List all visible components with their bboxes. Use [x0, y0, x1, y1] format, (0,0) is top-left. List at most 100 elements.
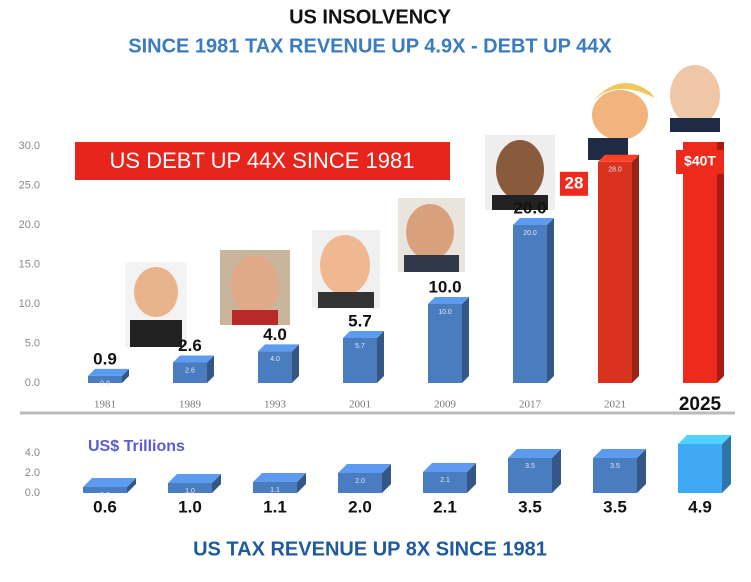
y-tick-label: 4.0 [25, 447, 40, 459]
y-tick-label: 10.0 [19, 298, 40, 310]
y-tick-label: 0.0 [25, 377, 40, 389]
bar-inner-label: 2.0 [355, 478, 365, 485]
annotation: US DEBT UP 44X SINCE 1981 [110, 148, 415, 173]
bar [343, 337, 377, 383]
bar [593, 458, 637, 493]
value-label: 2.0 [348, 497, 372, 516]
bar-side [122, 368, 129, 383]
bar-inner-label: 10.0 [438, 309, 452, 316]
chart-title: US INSOLVENCY [289, 6, 452, 28]
face [231, 255, 279, 315]
value-label: 2.6 [178, 336, 202, 355]
x-tick-label: 2021 [604, 399, 626, 411]
bar [83, 487, 127, 493]
bar [513, 225, 547, 383]
bar-inner-label: 3.5 [610, 463, 620, 470]
hair [592, 83, 655, 102]
bar-top [423, 463, 476, 472]
value-label: 0.9 [93, 349, 117, 368]
value-label-box [560, 171, 588, 196]
bar [678, 444, 722, 493]
bar [258, 351, 292, 383]
bar-inner-label: 5.7 [355, 343, 365, 350]
face [592, 90, 648, 140]
y-tick-label: 5.0 [25, 337, 40, 349]
bar-top [593, 449, 646, 458]
debt-plot [88, 142, 724, 383]
x-tick-label: 2009 [434, 399, 457, 411]
bar-side [632, 154, 639, 383]
chart-title: US TAX REVENUE UP 8X SINCE 1981 [193, 538, 547, 560]
value-label: 5.7 [348, 311, 372, 330]
value-label: 0.6 [93, 497, 117, 516]
bar [88, 375, 122, 383]
bar-inner-label: 1.0 [185, 488, 195, 495]
value-label: 20.0 [513, 198, 546, 217]
bar-side [382, 464, 391, 493]
value-label: $40T [684, 153, 716, 169]
y-tick-label: 25.0 [19, 179, 40, 191]
bar-top [168, 474, 221, 483]
y-tick-label: 15.0 [19, 258, 40, 270]
bar-inner-label: 0.9 [100, 381, 110, 388]
bar-side [292, 344, 299, 383]
bar-side [462, 297, 469, 383]
value-label: 28 [565, 173, 584, 192]
bar-side [552, 449, 561, 493]
bar-top [173, 355, 214, 363]
bar [598, 161, 632, 383]
bar [428, 304, 462, 383]
y-tick-label: 2.0 [25, 467, 40, 479]
bar [508, 458, 552, 493]
bar-side [297, 473, 306, 493]
suit [318, 292, 374, 308]
x-tick-label: 2001 [349, 399, 371, 411]
bar-top [88, 368, 129, 376]
bar-top [598, 154, 639, 162]
face [670, 65, 720, 125]
x-tick-label: 1993 [264, 399, 287, 411]
bar [168, 483, 212, 493]
bar [173, 362, 207, 383]
bar-inner-label: 2.1 [440, 477, 450, 484]
value-label: 1.1 [263, 497, 287, 516]
bar-side [637, 449, 646, 493]
annotation-box [75, 142, 450, 180]
bar-side [547, 218, 554, 383]
bar-side [127, 478, 136, 493]
bar [253, 482, 297, 493]
bar-side [467, 463, 476, 493]
bar-side [212, 474, 221, 493]
bar-inner-label: 4.0 [270, 356, 280, 363]
bar-inner-label: 0.6 [100, 492, 110, 499]
face [496, 140, 544, 200]
suit [492, 195, 548, 210]
bar-inner-label: 28.0 [608, 167, 622, 174]
bar-top [428, 297, 469, 304]
bar-top [253, 473, 306, 482]
bar-top [83, 478, 136, 487]
bar-top [258, 344, 299, 352]
bar-top [678, 435, 731, 444]
bar-top [513, 218, 554, 225]
face [406, 204, 454, 260]
value-label: 2.1 [433, 497, 457, 516]
chart-subtitle: US$ Trillions [88, 438, 185, 455]
face [134, 267, 178, 317]
bar [683, 142, 717, 383]
value-label: 4.9 [688, 497, 712, 516]
x-tick-label: 2025 [679, 394, 722, 415]
bar [338, 473, 382, 493]
chart-subtitle: SINCE 1981 TAX REVENUE UP 4.9X - DEBT UP… [128, 35, 612, 57]
value-label: 4.0 [263, 325, 287, 344]
face [320, 235, 370, 295]
portraits [125, 65, 720, 347]
bar-side [377, 330, 384, 383]
x-tick-label: 1981 [94, 399, 116, 411]
bar-side [207, 355, 214, 383]
bar-top [343, 330, 384, 338]
suit [130, 320, 182, 347]
suit [670, 118, 720, 132]
suit [588, 138, 628, 160]
